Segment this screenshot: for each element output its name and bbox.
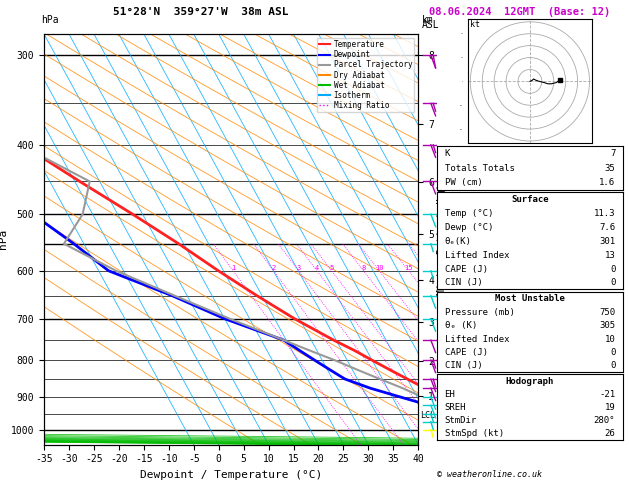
Text: 10: 10 [375, 265, 384, 271]
Text: 0: 0 [610, 278, 615, 287]
Text: 26: 26 [604, 430, 615, 438]
Text: CIN (J): CIN (J) [445, 361, 482, 370]
Text: EH: EH [445, 390, 455, 399]
Text: 0: 0 [610, 361, 615, 370]
Text: 750: 750 [599, 308, 615, 317]
Text: CIN (J): CIN (J) [445, 278, 482, 287]
Text: CAPE (J): CAPE (J) [445, 348, 487, 357]
Text: Lifted Index: Lifted Index [445, 334, 509, 344]
Y-axis label: Mixing Ratio (g/kg): Mixing Ratio (g/kg) [437, 184, 447, 295]
Text: 7.6: 7.6 [599, 223, 615, 232]
Text: 1.6: 1.6 [599, 178, 615, 188]
Text: K: K [445, 149, 450, 158]
Text: 7: 7 [610, 149, 615, 158]
Text: 08.06.2024  12GMT  (Base: 12): 08.06.2024 12GMT (Base: 12) [429, 7, 610, 17]
Text: 8: 8 [362, 265, 365, 271]
Text: 13: 13 [604, 251, 615, 260]
Text: Dewp (°C): Dewp (°C) [445, 223, 493, 232]
X-axis label: Dewpoint / Temperature (°C): Dewpoint / Temperature (°C) [140, 470, 322, 480]
Y-axis label: hPa: hPa [0, 229, 8, 249]
Text: 4: 4 [314, 265, 319, 271]
Text: km: km [421, 15, 433, 25]
Text: 2: 2 [271, 265, 276, 271]
Text: Lifted Index: Lifted Index [445, 251, 509, 260]
Text: 305: 305 [599, 321, 615, 330]
Text: ASL: ASL [421, 20, 439, 31]
Text: 5: 5 [330, 265, 333, 271]
Text: θₑ(K): θₑ(K) [445, 237, 472, 246]
Text: 35: 35 [604, 164, 615, 173]
Text: 0: 0 [610, 264, 615, 274]
Text: 51°28'N  359°27'W  38m ASL: 51°28'N 359°27'W 38m ASL [113, 7, 289, 17]
Text: PW (cm): PW (cm) [445, 178, 482, 188]
Text: Hodograph: Hodograph [506, 377, 554, 386]
Text: kt: kt [470, 19, 481, 29]
Text: hPa: hPa [41, 15, 58, 25]
Text: 280°: 280° [594, 417, 615, 425]
Legend: Temperature, Dewpoint, Parcel Trajectory, Dry Adiabat, Wet Adiabat, Isotherm, Mi: Temperature, Dewpoint, Parcel Trajectory… [317, 38, 415, 112]
Text: 19: 19 [604, 403, 615, 412]
Text: StmSpd (kt): StmSpd (kt) [445, 430, 504, 438]
Text: 0: 0 [610, 348, 615, 357]
Text: θₑ (K): θₑ (K) [445, 321, 477, 330]
Text: 11.3: 11.3 [594, 209, 615, 218]
Text: © weatheronline.co.uk: © weatheronline.co.uk [437, 469, 542, 479]
Text: 3: 3 [296, 265, 301, 271]
Text: Pressure (mb): Pressure (mb) [445, 308, 515, 317]
Text: -21: -21 [599, 390, 615, 399]
Text: 1: 1 [231, 265, 235, 271]
Text: CAPE (J): CAPE (J) [445, 264, 487, 274]
Text: SREH: SREH [445, 403, 466, 412]
Text: 301: 301 [599, 237, 615, 246]
Text: Totals Totals: Totals Totals [445, 164, 515, 173]
Text: Surface: Surface [511, 195, 548, 204]
Text: Most Unstable: Most Unstable [495, 295, 565, 303]
Text: 10: 10 [604, 334, 615, 344]
Text: StmDir: StmDir [445, 417, 477, 425]
Text: Temp (°C): Temp (°C) [445, 209, 493, 218]
Text: 15: 15 [404, 265, 413, 271]
Text: LCL: LCL [420, 411, 435, 420]
